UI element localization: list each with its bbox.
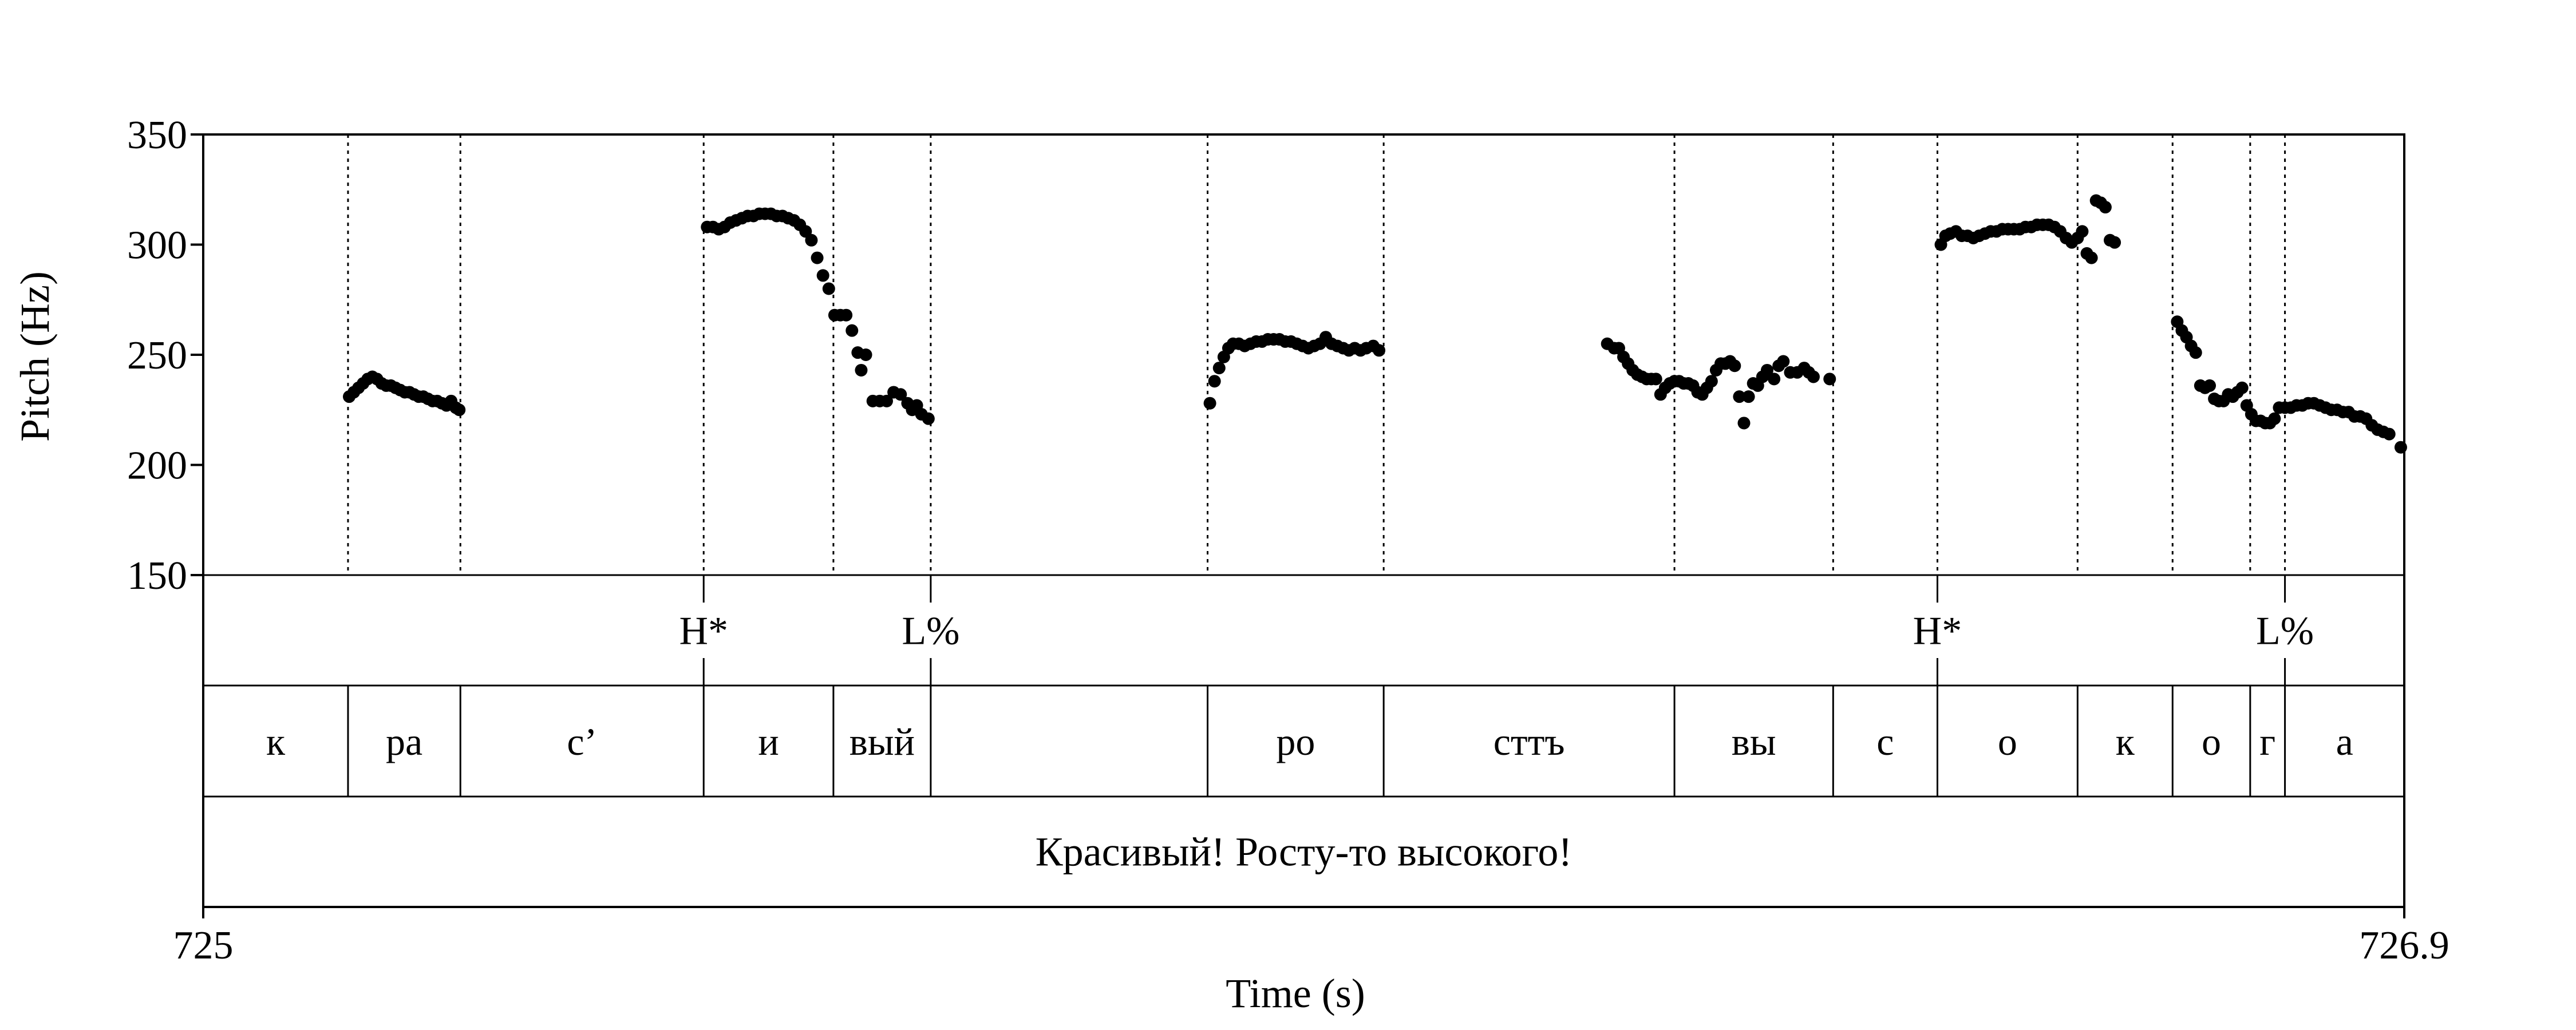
y-axis-label: Pitch (Hz) (12, 271, 58, 442)
pitch-point (1742, 390, 1755, 403)
pitch-point (922, 412, 935, 425)
y-tick-label: 150 (127, 554, 187, 598)
segment-label: г (2259, 720, 2275, 763)
y-tick-label: 350 (127, 113, 187, 157)
segment-label: к (2116, 720, 2135, 763)
segment-label: а (2336, 720, 2353, 763)
pitch-point (1373, 344, 1386, 357)
pitch-point (2189, 346, 2202, 359)
x-tick-label: 726.9 (2359, 924, 2449, 968)
segment-label: ра (386, 720, 422, 763)
pitch-point (859, 348, 872, 361)
axes: 150 200 250 300 350 725 726.9 (127, 113, 2449, 968)
pitch-point (1203, 397, 1216, 410)
pitch-point (2108, 236, 2121, 249)
segment-label: сттъ (1494, 720, 1565, 763)
pitch-point (894, 388, 907, 401)
sentence-label: Красивый! Росту-то высокого! (1036, 829, 1573, 875)
pitch-point (1208, 375, 1221, 388)
y-tick-label: 300 (127, 224, 187, 268)
pitch-point (811, 251, 824, 264)
tone-label: L% (2256, 609, 2314, 653)
pitch-point (1760, 363, 1773, 377)
segment-label: о (2202, 720, 2221, 763)
pitch-point (1649, 373, 1662, 386)
pitch-point (840, 308, 853, 322)
segment-label: вы (1732, 720, 1776, 763)
segment-label: о (1998, 720, 2017, 763)
pitch-point (805, 233, 818, 247)
segment-label: вый (850, 720, 915, 763)
pitch-point (1823, 373, 1836, 386)
pitch-point (1807, 370, 1820, 383)
tone-label: L% (902, 609, 959, 653)
plot-frame (202, 133, 2405, 908)
pitch-point (880, 394, 893, 407)
pitch-point (1733, 390, 1746, 403)
y-tick-label: 250 (127, 334, 187, 378)
pitch-point (2203, 379, 2217, 392)
pitch-point (2383, 427, 2396, 441)
pitch-point (855, 363, 868, 377)
pitch-point (2085, 251, 2098, 264)
pitch-point (1768, 373, 1781, 386)
pitch-point (1737, 417, 1751, 430)
segment-label: к (266, 720, 286, 763)
segment-label: ро (1276, 720, 1315, 763)
tone-label: H* (679, 609, 728, 653)
pitch-point (846, 324, 859, 337)
pitch-point (453, 403, 466, 417)
segment-label: и (758, 720, 779, 763)
pitch-point (822, 282, 835, 295)
segment-label: с (1876, 720, 1894, 763)
pitch-point (2235, 381, 2249, 394)
pitch-point (2099, 201, 2112, 214)
pitch-point (2268, 412, 2281, 425)
pitch-point (816, 269, 829, 282)
tone-label: H* (1913, 609, 1962, 653)
pitch-point (1777, 355, 1790, 368)
y-tick-label: 200 (127, 444, 187, 488)
plot-area (342, 134, 2407, 575)
pitch-point (1705, 375, 1718, 388)
pitch-point (1728, 359, 1741, 373)
x-tick-label: 725 (173, 924, 234, 968)
annotation-tiers: H* L% H* L%к ра с’ и вый ро сттъ вы с о к о г аКрасивый!… (266, 575, 2353, 875)
pitch-point (1212, 362, 1226, 375)
x-axis-label: Time (s) (1226, 970, 1365, 1016)
pitch-point (2076, 225, 2089, 238)
segment-label: с’ (567, 720, 597, 763)
